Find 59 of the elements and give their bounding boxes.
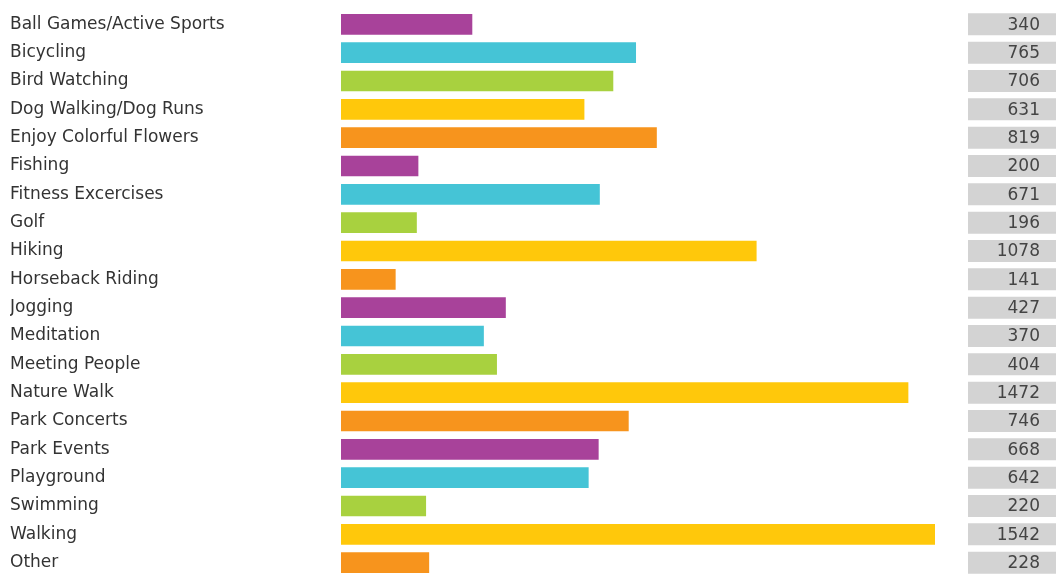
data-label: 220 [1007, 495, 1040, 516]
y-tick-label: Dog Walking/Dog Runs [10, 97, 204, 118]
y-tick-label: Hiking [10, 239, 64, 260]
data-label: 404 [1007, 353, 1040, 374]
bar [341, 14, 473, 35]
bar [341, 212, 417, 234]
bar [341, 382, 909, 403]
bar [341, 42, 637, 64]
bar [341, 523, 935, 545]
y-tick-label: Walking [10, 522, 77, 543]
data-label: 370 [1007, 325, 1040, 346]
data-label: 1542 [996, 523, 1040, 544]
bar [341, 155, 419, 177]
y-tick-label: Playground [10, 466, 106, 487]
y-tick-label: Other [10, 551, 59, 572]
y-tick-label: Ball Games/Active Sports [10, 12, 225, 33]
data-label: 196 [1007, 212, 1040, 233]
bar [341, 467, 589, 488]
bar [341, 184, 600, 205]
data-label: 427 [1007, 297, 1040, 318]
bar [341, 297, 506, 318]
data-label: 141 [1007, 268, 1040, 289]
bar [341, 70, 614, 92]
bar [341, 552, 430, 573]
y-tick-label: Swimming [10, 494, 99, 515]
bar [341, 438, 599, 460]
y-tick-label: Golf [10, 211, 46, 232]
data-label: 1472 [996, 382, 1040, 403]
y-tick-label: Bicycling [10, 41, 87, 62]
data-label: 1078 [996, 240, 1040, 261]
y-tick-label: Enjoy Colorful Flowers [10, 126, 199, 147]
data-label: 228 [1007, 552, 1040, 573]
y-tick-label: Fitness Excercises [10, 182, 164, 203]
y-tick-label: Park Events [10, 437, 110, 458]
bar [341, 354, 497, 375]
bar [341, 325, 484, 347]
bar [341, 99, 585, 120]
data-label: 668 [1007, 438, 1040, 459]
data-label: 819 [1007, 127, 1040, 148]
data-label: 765 [1007, 42, 1040, 63]
y-tick-label: Park Concerts [10, 409, 128, 430]
y-tick-label: Bird Watching [10, 69, 129, 90]
bar [341, 240, 757, 262]
data-label: 200 [1007, 155, 1040, 176]
bar [341, 495, 427, 517]
data-label: 671 [1007, 183, 1040, 204]
data-label: 340 [1007, 13, 1040, 34]
data-label: 746 [1007, 410, 1040, 431]
y-tick-label: Fishing [10, 154, 70, 175]
bar [341, 410, 629, 432]
y-tick-label: Meditation [10, 324, 101, 345]
data-label: 631 [1007, 98, 1040, 119]
bar [341, 127, 657, 149]
data-label: 706 [1007, 70, 1040, 91]
y-tick-label: Nature Walk [10, 381, 114, 402]
bar [341, 269, 396, 290]
y-tick-label: Horseback Riding [10, 267, 159, 288]
data-label: 642 [1007, 467, 1040, 488]
y-tick-label: Meeting People [10, 352, 141, 373]
